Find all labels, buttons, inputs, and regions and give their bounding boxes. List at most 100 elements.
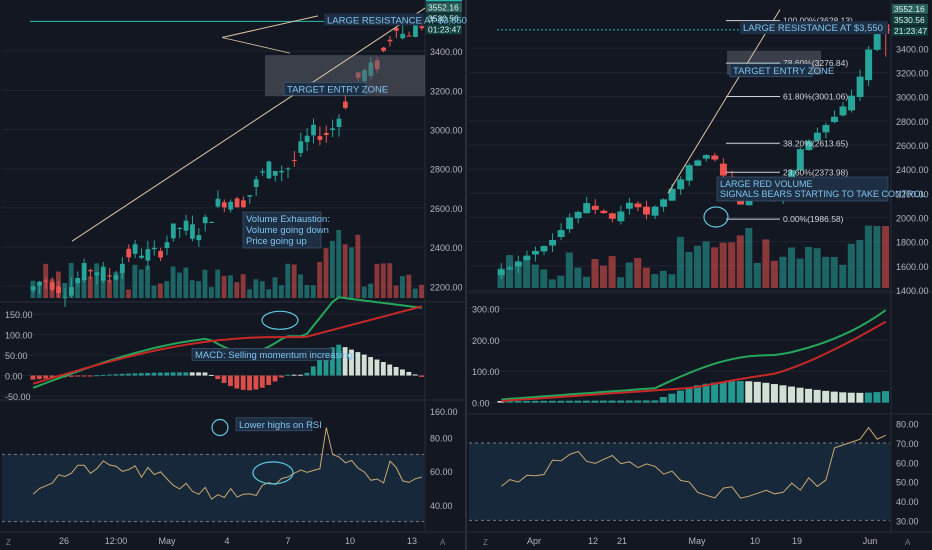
candle-body [75,278,81,283]
volume-bar [215,269,221,298]
macd-histogram-bar [266,375,272,385]
highlight-circle [703,206,729,228]
candle-body [694,160,702,166]
time-tick-label: 19 [792,536,802,546]
macd-histogram-bar [349,349,354,376]
macd-histogram-bar [668,393,676,403]
price-tick-label: 2000.00 [896,213,929,223]
macd-histogram-bar [400,369,405,376]
candle-body [37,281,42,286]
candle-body [549,239,557,246]
candle-body [88,270,93,272]
macd-histogram-bar [355,352,361,376]
fib-level-label: 78.60%(3276.84) [783,58,848,68]
volume-bar [770,260,778,288]
volume-bar [830,256,838,288]
time-tick-label: 10 [750,536,760,546]
candle-body [651,206,659,216]
price-tag: 01:23:47 [428,24,461,34]
volume-bar [634,258,642,288]
candle-body [711,155,719,160]
macd-histogram-bar [43,375,49,379]
auto-scale-icon: A [905,538,911,547]
price-tag-bg [426,2,462,13]
auto-scale-icon: A [440,538,446,547]
volume-bar [266,289,272,298]
volume-bar [240,274,246,298]
volume-bar [523,257,531,288]
macd-histogram-bar [81,375,87,377]
candle-body [247,195,253,197]
volume-bar [145,265,151,298]
price-tick-label: 3400.00 [896,44,929,54]
time-tick-label: 12:00 [105,536,128,546]
target-annotation: TARGET ENTRY ZONE [287,84,388,95]
price-tick-label: 2600.00 [430,204,463,214]
volume-bar [676,236,684,288]
macd-histogram-bar [582,400,590,403]
volume-bar [106,279,112,298]
candle-body [668,188,676,201]
price-tick-label: 1800.00 [896,238,929,248]
rsi-annotation: Lower highs on RSI [239,420,322,431]
candle-body [406,35,412,37]
candle-body [381,47,386,51]
volume-bar [387,263,393,298]
candle-body [643,206,650,215]
fib-level-label: 100.00%(3628.13) [783,16,853,26]
candle-body [336,118,342,127]
volume-bar [278,285,284,298]
price-tag-bg [892,25,928,36]
candle-body [170,223,176,239]
volume-note-bg [716,176,889,202]
time-tick-label: 13 [407,536,417,546]
timezone-icon: Z [6,538,11,547]
macd-histogram-bar [329,347,335,376]
macd-histogram-bar [342,347,348,376]
volume-bar [694,245,702,288]
macd-histogram-bar [170,372,176,376]
macd-histogram-bar [234,375,240,389]
volume-bar [253,279,259,298]
price-tick-label: 3200.00 [896,68,929,78]
volume-bar [565,252,573,288]
macd-histogram-bar [151,372,157,376]
macd-histogram-bar [202,372,208,376]
candle-body [94,272,100,276]
price-tick-label: 3400.00 [430,47,463,57]
price-tag: 21:23:47 [894,26,927,36]
macd-tick-label: 100.00 [5,331,33,341]
macd-histogram-bar [157,372,163,376]
volume-bar [419,284,424,298]
time-tick-label: 7 [285,536,290,546]
rsi-tick-label: 40.00 [896,497,919,507]
volume-bar [659,270,667,288]
candle-body [523,255,531,261]
macd-histogram-bar [839,392,847,403]
macd-note-bg [191,347,333,361]
volume-bar [719,242,727,288]
macd-histogram-bar [240,375,246,390]
highlight-circle [211,418,229,437]
candle-body [107,275,113,277]
macd-histogram-bar [183,372,189,376]
macd-histogram-bar [298,374,303,376]
volume-bar [856,240,864,288]
macd-histogram-bar [247,375,252,391]
macd-histogram-bar [126,373,131,376]
volume-bar [355,234,361,298]
fib-level-label: 61.80%(3001.06) [783,91,848,101]
volume-bar [787,247,796,288]
macd-histogram-bar [317,360,323,376]
candle-body [177,228,183,230]
volume-annotation: Volume Exhaustion: [246,214,330,225]
macd-histogram-bar [805,388,813,403]
candle-body [132,244,138,254]
macd-histogram-bar [419,375,424,377]
macd-histogram-bar [380,362,386,376]
macd-histogram-bar [387,364,393,376]
time-tick-label: 26 [59,536,69,546]
macd-histogram-bar [106,374,112,376]
macd-histogram-bar [119,373,125,376]
candle-body [600,210,608,214]
